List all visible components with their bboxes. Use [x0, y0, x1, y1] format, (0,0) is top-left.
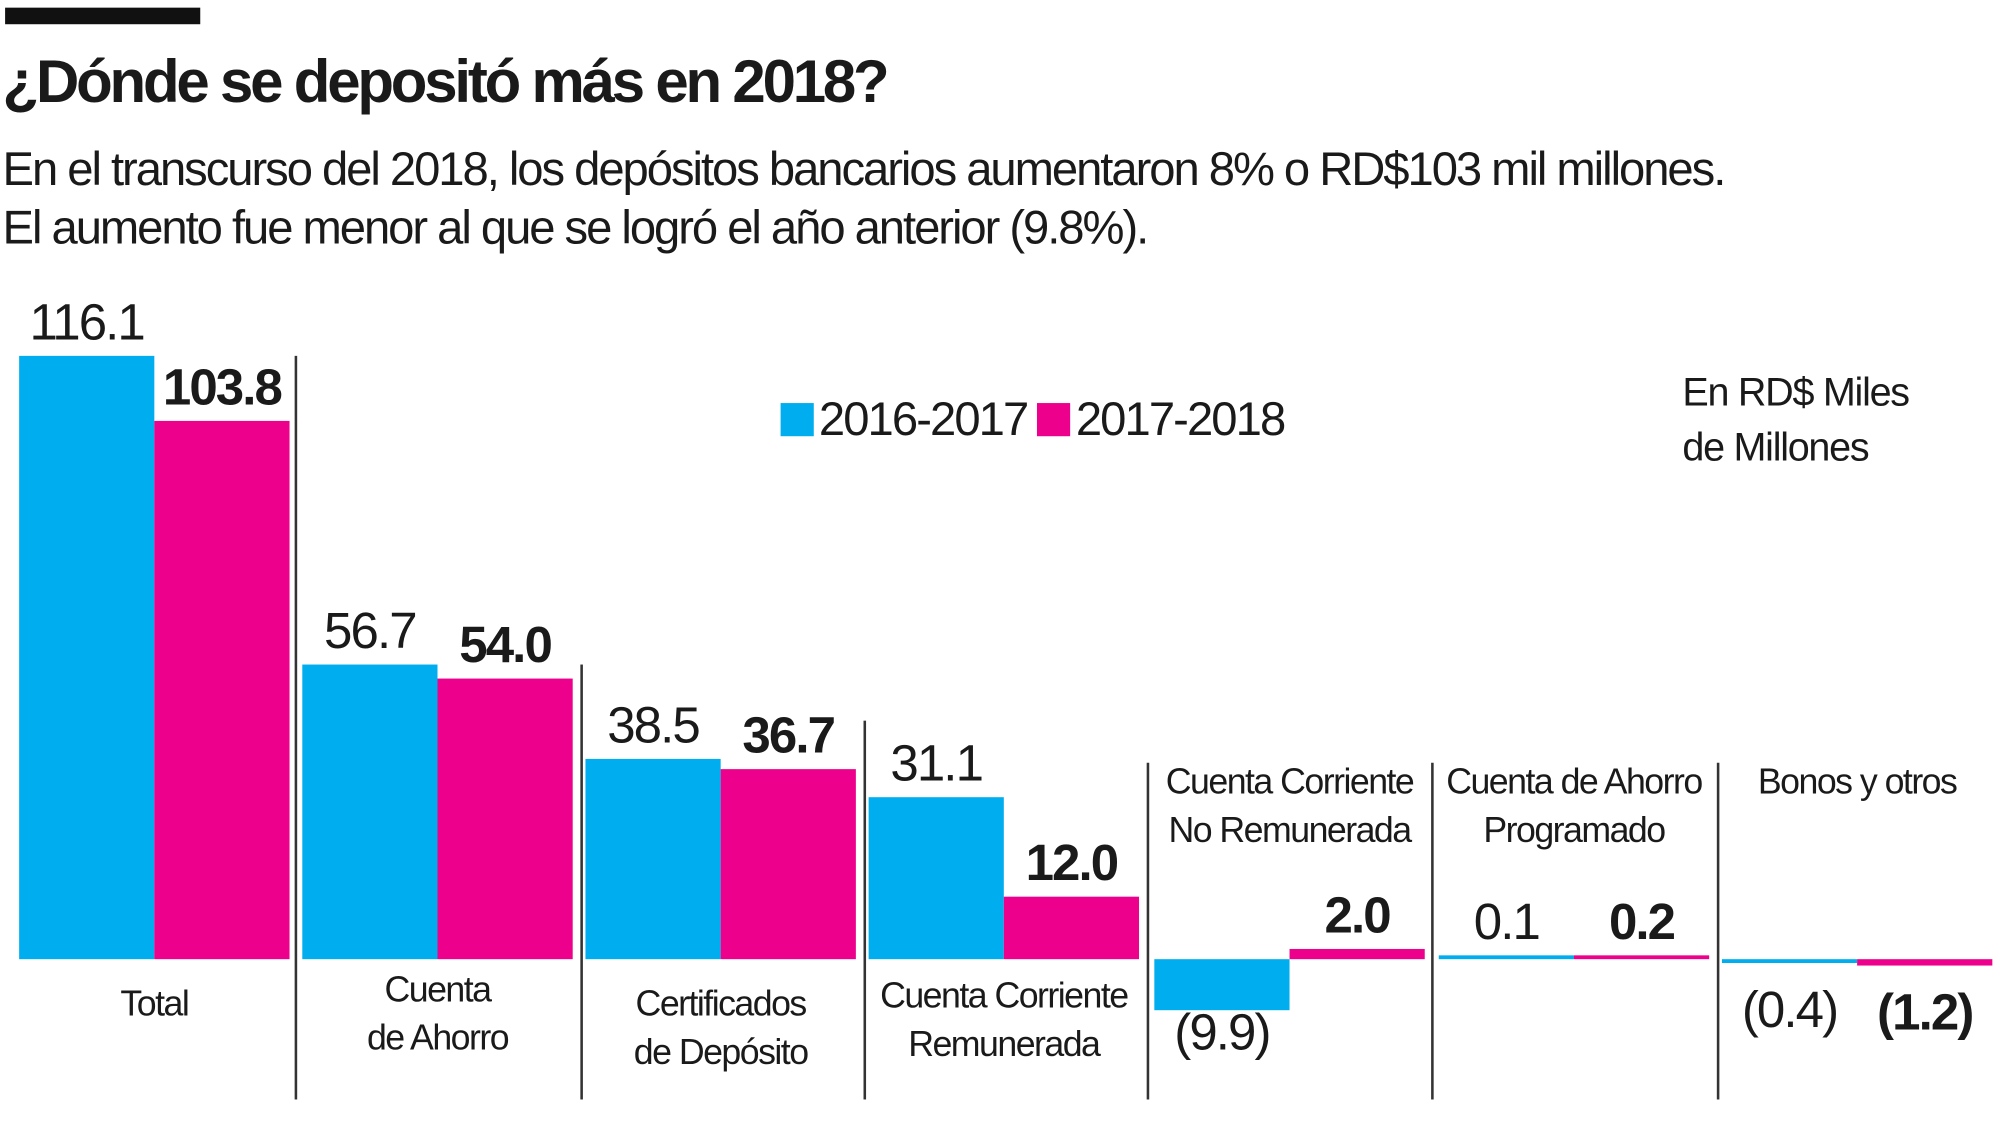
bar-2016-2017: [19, 356, 155, 960]
header-rule: [5, 7, 201, 25]
legend-label-2016-2017: 2016-2017: [818, 392, 1029, 446]
units-note: En RD$ Miles de Millones: [1682, 365, 1910, 475]
data-label: 0.2: [1608, 894, 1676, 951]
bar-2017-2018: [720, 768, 856, 960]
bar-2016-2017: [1154, 959, 1290, 1011]
data-label: 56.7: [324, 603, 418, 660]
bar-2017-2018: [154, 420, 290, 960]
category-label: Cuenta Corriente No Remunerada: [1165, 761, 1415, 850]
legend: 2016-2017 2017-2018: [780, 392, 1286, 447]
bar-2017-2018: [1573, 955, 1710, 960]
data-label: 38.5: [607, 698, 701, 755]
bar-2017-2018: [1289, 948, 1425, 960]
data-label: 12.0: [1025, 835, 1120, 892]
data-label: 116.1: [29, 295, 146, 352]
category-label: Cuenta de Ahorro: [366, 969, 510, 1058]
data-label: (1.2): [1877, 984, 1974, 1041]
legend-swatch-2016-2017: [780, 403, 814, 437]
units-line-2: de Millones: [1682, 424, 1869, 470]
group-divider: [1146, 762, 1149, 1100]
category-label: Bonos y otros: [1757, 761, 1958, 802]
category-label: Total: [120, 983, 189, 1023]
data-label: 36.7: [742, 707, 836, 764]
data-label: 31.1: [890, 736, 984, 793]
data-label: (0.4): [1741, 982, 1839, 1039]
bar-2016-2017: [868, 797, 1004, 960]
bar-2017-2018: [1857, 959, 1993, 966]
group-divider: [1431, 762, 1434, 1100]
category-label: Cuenta Corriente Remunerada: [880, 975, 1129, 1064]
data-label: (9.9): [1174, 1005, 1271, 1062]
subtitle-line-2: El aumento fue menor al que se logró el …: [2, 201, 1150, 254]
data-label: 2.0: [1324, 887, 1392, 944]
bar-2017-2018: [1003, 896, 1140, 960]
legend-swatch-2017-2018: [1037, 403, 1071, 437]
bar-2016-2017: [1438, 955, 1574, 960]
group-divider: [1716, 762, 1719, 1100]
group-divider: [294, 355, 297, 1100]
data-label: 0.1: [1473, 894, 1541, 951]
data-label: 103.8: [162, 359, 283, 416]
units-line-1: En RD$ Miles: [1682, 369, 1910, 415]
legend-label-2017-2018: 2017-2018: [1075, 392, 1286, 446]
category-label: Cuenta de Ahorro Programado: [1446, 761, 1703, 850]
bar-2017-2018: [437, 678, 573, 960]
group-divider: [863, 720, 866, 1100]
data-label: 54.0: [459, 617, 553, 674]
group-divider: [580, 664, 583, 1100]
bar-2016-2017: [1721, 959, 1858, 964]
chart-title: ¿Dónde se depositó más en 2018?: [2, 47, 890, 115]
category-label: Certificados de Depósito: [633, 983, 809, 1072]
subtitle-line-1: En el transcurso del 2018, los depósitos…: [2, 142, 1727, 196]
bar-2016-2017: [302, 664, 438, 960]
bar-2016-2017: [585, 759, 721, 960]
